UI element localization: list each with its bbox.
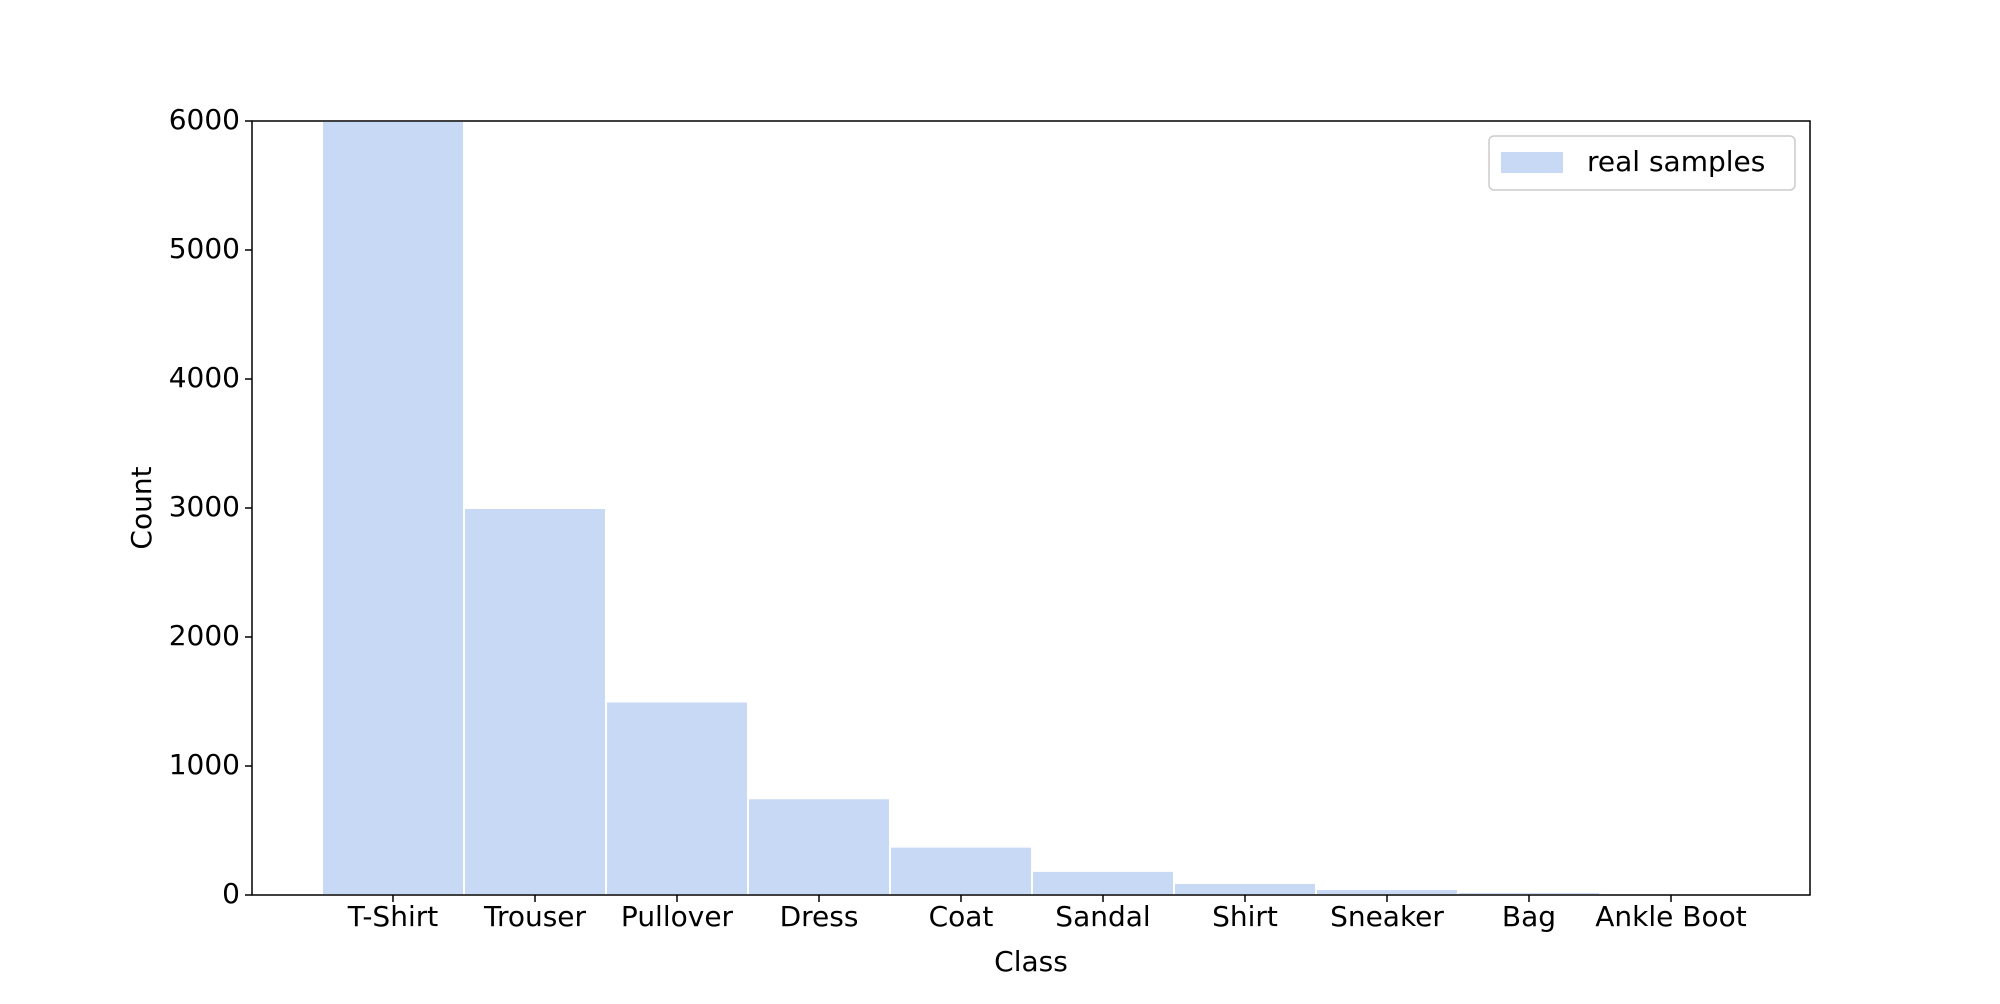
bar-t-shirt	[321, 120, 465, 896]
x-tick-label: Pullover	[621, 900, 734, 933]
legend-swatch	[1501, 152, 1563, 173]
x-tick-label: Dress	[780, 900, 859, 933]
x-axis-title: Class	[994, 945, 1068, 978]
y-tick-label: 5000	[169, 232, 240, 265]
bar-shirt	[1173, 882, 1317, 896]
bar-sneaker	[1315, 888, 1459, 896]
legend-box	[1488, 135, 1796, 191]
bar-trouser	[463, 507, 607, 896]
x-tick-label: Sneaker	[1330, 900, 1444, 933]
bar-pullover	[605, 700, 749, 896]
bar-coat	[889, 845, 1033, 896]
y-tick-label: 1000	[169, 748, 240, 781]
y-tick-label: 4000	[169, 361, 240, 394]
bars-layer	[321, 120, 1743, 897]
y-tick-label: 6000	[169, 103, 240, 136]
y-axis-title: Count	[125, 466, 158, 549]
x-tick-label: T-Shirt	[347, 900, 438, 933]
x-tick-label: Trouser	[483, 900, 587, 933]
x-tick-label: Shirt	[1212, 900, 1278, 933]
legend: real samples	[1488, 135, 1796, 191]
x-tick-label: Ankle Boot	[1595, 900, 1746, 933]
bar-sandal	[1031, 869, 1175, 897]
ticks-layer: T-Shirt Trouser Pullover Dress Coat Sandal Shi…	[169, 103, 1747, 933]
y-tick-label: 3000	[169, 490, 240, 523]
legend-label: real samples	[1587, 145, 1765, 178]
bar-dress	[747, 797, 891, 896]
x-tick-label: Coat	[929, 900, 994, 933]
x-tick-label: Bag	[1502, 900, 1556, 933]
y-tick-label: 0	[222, 877, 240, 910]
y-tick-label: 2000	[169, 619, 240, 652]
x-tick-label: Sandal	[1055, 900, 1150, 933]
